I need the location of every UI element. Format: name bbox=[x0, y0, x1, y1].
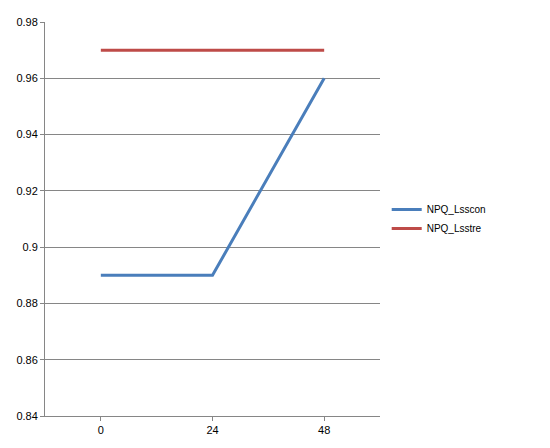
svg-text:0: 0 bbox=[98, 424, 104, 436]
svg-text:0.98: 0.98 bbox=[16, 16, 37, 28]
svg-text:0.84: 0.84 bbox=[16, 410, 37, 422]
svg-text:0.94: 0.94 bbox=[16, 128, 37, 140]
svg-text:0.9: 0.9 bbox=[23, 241, 38, 253]
svg-text:48: 48 bbox=[318, 424, 330, 436]
svg-text:24: 24 bbox=[206, 424, 218, 436]
svg-text:0.88: 0.88 bbox=[16, 297, 37, 309]
svg-text:0.92: 0.92 bbox=[16, 185, 37, 197]
svg-text:NPQ_Lsstre: NPQ_Lsstre bbox=[427, 223, 482, 234]
svg-text:0.86: 0.86 bbox=[16, 354, 37, 366]
svg-text:NPQ_Lsscon: NPQ_Lsscon bbox=[427, 204, 486, 215]
svg-text:0.96: 0.96 bbox=[16, 72, 37, 84]
